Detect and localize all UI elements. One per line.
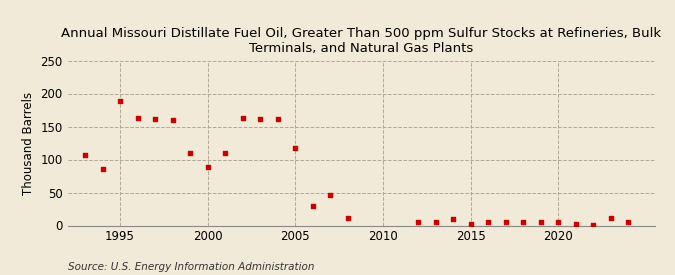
Text: Source: U.S. Energy Information Administration: Source: U.S. Energy Information Administ… [68,262,314,272]
Point [132,116,143,120]
Point [97,167,108,172]
Point [80,153,90,157]
Point [553,220,564,224]
Point [290,145,301,150]
Point [500,220,511,224]
Y-axis label: Thousand Barrels: Thousand Barrels [22,91,35,195]
Point [623,220,634,224]
Point [115,99,126,104]
Point [570,221,581,226]
Point [343,216,354,221]
Point [220,151,231,155]
Point [483,219,493,224]
Point [448,217,458,221]
Point [255,116,266,121]
Point [605,216,616,221]
Point [518,220,529,224]
Point [535,220,546,224]
Point [325,193,336,197]
Point [150,116,161,121]
Point [185,151,196,155]
Point [273,116,284,121]
Title: Annual Missouri Distillate Fuel Oil, Greater Than 500 ppm Sulfur Stocks at Refin: Annual Missouri Distillate Fuel Oil, Gre… [61,27,662,55]
Point [465,222,476,226]
Point [238,116,248,120]
Point [588,223,599,227]
Point [202,164,213,169]
Point [167,118,178,122]
Point [308,204,319,208]
Point [430,220,441,224]
Point [412,219,423,224]
